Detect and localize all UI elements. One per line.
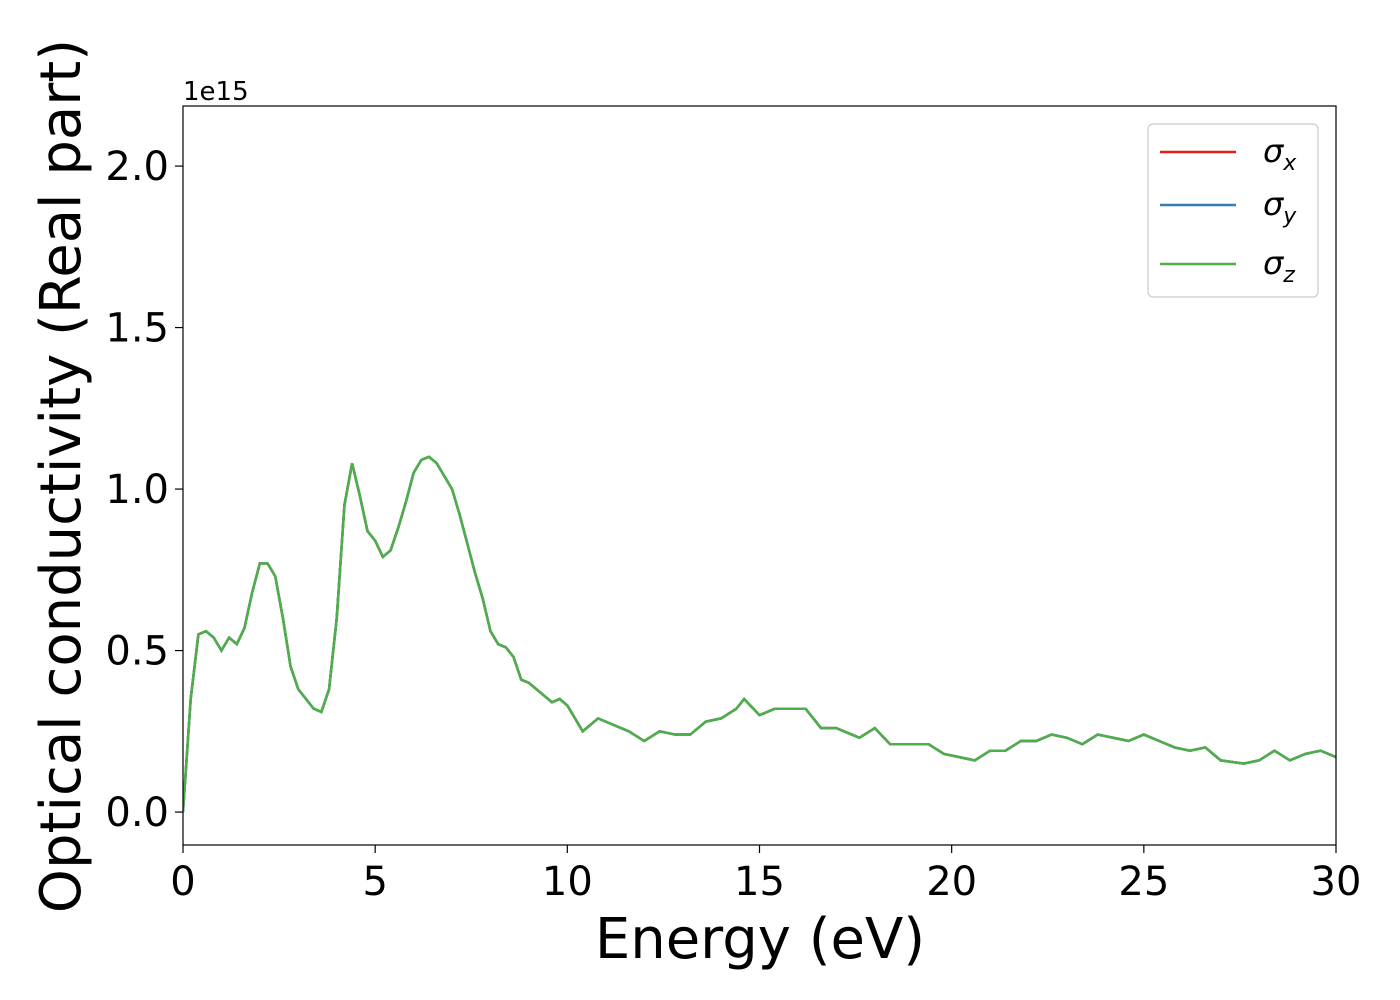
x-tick-label: 25	[1118, 859, 1169, 905]
y-offset-label: 1e15	[183, 77, 249, 107]
plot-frame	[182, 105, 1337, 846]
x-tick-label: 10	[542, 859, 593, 905]
x-tick-label: 0	[170, 859, 195, 905]
legend-label: σz	[1263, 244, 1295, 288]
x-tick-label: 15	[734, 859, 785, 905]
y-tick-label: 2.0	[105, 144, 169, 190]
x-tick-label: 30	[1311, 859, 1362, 905]
y-tick-label: 0.5	[105, 629, 169, 675]
series-line	[183, 455, 1336, 813]
legend-label: σy	[1263, 185, 1297, 229]
x-tick-label: 5	[362, 859, 387, 905]
x-axis-label: Energy (eV)	[595, 907, 925, 972]
y-tick-label: 1.0	[105, 467, 169, 513]
y-tick-label: 0.0	[105, 790, 169, 836]
x-tick-label: 20	[926, 859, 977, 905]
y-axis-label: Optical conductivity (Real part)	[29, 39, 94, 913]
y-tick-label: 1.5	[105, 306, 169, 352]
legend-label: σx	[1263, 132, 1297, 176]
legend-box	[1147, 123, 1319, 298]
